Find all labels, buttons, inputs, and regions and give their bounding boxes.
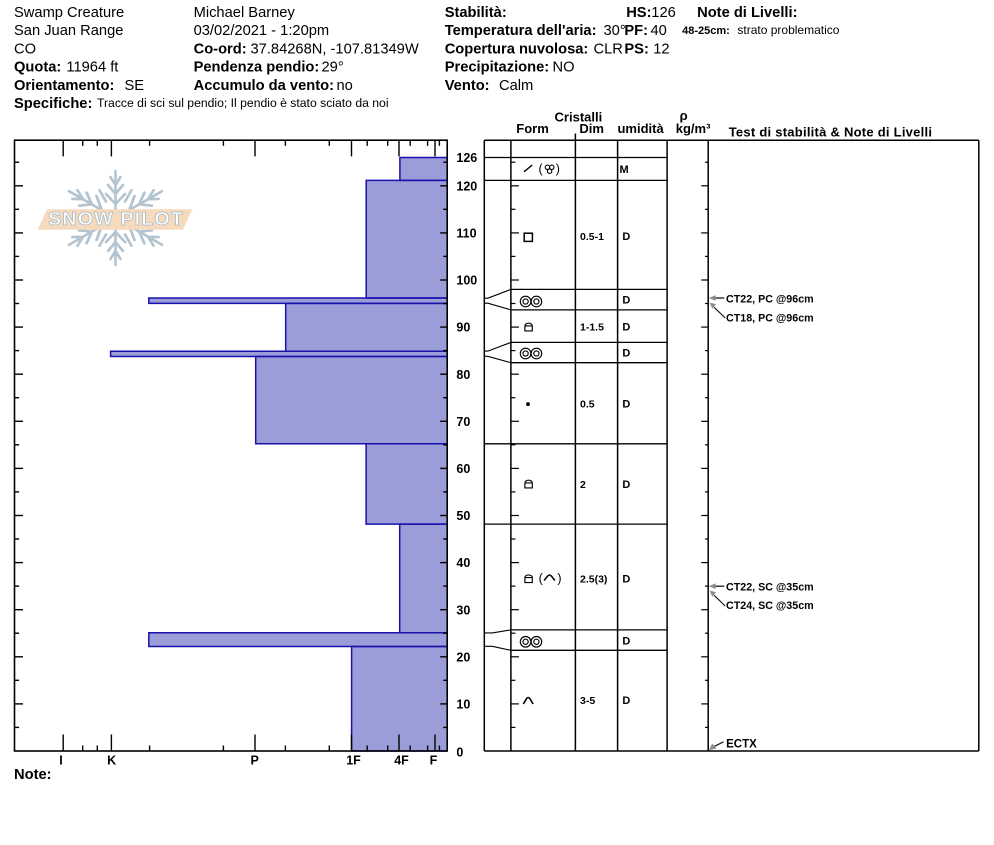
- svg-text:Swamp Creature: Swamp Creature: [14, 5, 124, 21]
- svg-text:Note:: Note:: [14, 767, 52, 783]
- svg-text:1-1.5: 1-1.5: [580, 322, 604, 334]
- svg-text:0.5-1: 0.5-1: [580, 231, 604, 243]
- svg-text:70: 70: [456, 415, 470, 429]
- svg-text:12: 12: [653, 41, 669, 57]
- svg-text:Pendenza pendio:: Pendenza pendio:: [194, 60, 320, 76]
- svg-text:30°: 30°: [604, 23, 626, 39]
- svg-text:Specifiche:: Specifiche:: [14, 96, 92, 112]
- svg-text:Co-ord:: Co-ord:: [194, 41, 247, 57]
- svg-text:30: 30: [456, 603, 470, 617]
- svg-text:I: I: [59, 753, 62, 767]
- svg-text:Michael Barney: Michael Barney: [194, 5, 296, 21]
- svg-text:Calm: Calm: [499, 78, 533, 94]
- svg-text:CT18, PC @96cm: CT18, PC @96cm: [726, 313, 814, 325]
- svg-text:0: 0: [456, 745, 463, 759]
- svg-text:ρ: ρ: [680, 108, 688, 123]
- svg-text:3-5: 3-5: [580, 695, 595, 707]
- svg-text:120: 120: [456, 179, 477, 193]
- svg-text:Cristalli: Cristalli: [555, 109, 603, 124]
- svg-text:110: 110: [456, 226, 476, 240]
- svg-text:kg/m³: kg/m³: [676, 121, 711, 136]
- svg-text:2.5(3): 2.5(3): [580, 573, 607, 585]
- svg-text:Accumulo da vento:: Accumulo da vento:: [194, 78, 334, 94]
- svg-text:D: D: [622, 231, 630, 243]
- svg-text:40: 40: [456, 556, 470, 570]
- svg-text:126: 126: [651, 5, 676, 21]
- svg-text:HS:: HS:: [626, 5, 651, 21]
- svg-text:0.5: 0.5: [580, 399, 595, 411]
- svg-text:PF:: PF:: [624, 23, 648, 39]
- svg-text:(: (: [539, 572, 544, 586]
- svg-text:umidità: umidità: [617, 121, 664, 136]
- svg-text:CLR: CLR: [594, 41, 623, 57]
- svg-text:10: 10: [456, 697, 470, 711]
- svg-text:1F: 1F: [346, 753, 361, 767]
- svg-text:4F: 4F: [394, 753, 409, 767]
- svg-text:San Juan Range: San Juan Range: [14, 23, 123, 39]
- svg-text:Temperatura dell'aria:: Temperatura dell'aria:: [445, 23, 597, 39]
- svg-text:F: F: [430, 753, 438, 767]
- svg-text:SE: SE: [125, 78, 145, 94]
- svg-text:37.84268N, -107.81349W: 37.84268N, -107.81349W: [251, 41, 419, 57]
- svg-text:strato problematico: strato problematico: [737, 23, 839, 37]
- svg-text:D: D: [622, 399, 630, 411]
- svg-text:): ): [556, 162, 560, 176]
- svg-text:Test di stabilità & Note di Li: Test di stabilità & Note di Livelli: [729, 125, 933, 140]
- svg-text:D: D: [622, 573, 630, 585]
- svg-text:CT22, PC @96cm: CT22, PC @96cm: [726, 294, 814, 306]
- svg-text:P: P: [251, 753, 259, 767]
- svg-text:Orientamento:: Orientamento:: [14, 78, 114, 94]
- svg-text:Dim: Dim: [579, 121, 604, 136]
- svg-text:ECTX: ECTX: [726, 738, 757, 750]
- svg-text:NO: NO: [553, 60, 575, 76]
- svg-text:Precipitazione:: Precipitazione:: [445, 60, 549, 76]
- svg-text:PS:: PS:: [624, 41, 648, 57]
- svg-text:80: 80: [456, 368, 470, 382]
- svg-text:Quota:: Quota:: [14, 60, 61, 76]
- svg-text:90: 90: [456, 321, 470, 335]
- svg-text:no: no: [337, 78, 353, 94]
- svg-text:11964 ft: 11964 ft: [66, 60, 118, 76]
- svg-text:Tracce di sci sul pendio; Il: Tracce di sci sul pendio; Il pendio è st…: [97, 96, 389, 110]
- svg-text:CO: CO: [14, 41, 36, 57]
- svg-text:29°: 29°: [322, 60, 344, 76]
- svg-text:100: 100: [456, 274, 477, 288]
- svg-text:60: 60: [456, 462, 470, 476]
- svg-text:40: 40: [651, 23, 667, 39]
- svg-text:M: M: [620, 164, 629, 176]
- svg-text:126: 126: [456, 151, 477, 165]
- svg-text:Vento:: Vento:: [445, 78, 490, 94]
- svg-text:2: 2: [580, 479, 586, 491]
- svg-text:20: 20: [456, 650, 470, 664]
- svg-text:Form: Form: [516, 121, 549, 136]
- svg-text:Note di Livelli:: Note di Livelli:: [697, 5, 797, 21]
- svg-text:SNOW PILOT: SNOW PILOT: [48, 209, 184, 229]
- svg-text:48-25cm:: 48-25cm:: [682, 25, 730, 37]
- svg-text:D: D: [622, 695, 630, 707]
- svg-text:): ): [557, 572, 561, 586]
- svg-text:D: D: [622, 322, 630, 334]
- svg-text:D: D: [622, 635, 630, 647]
- svg-text:CT22, SC @35cm: CT22, SC @35cm: [726, 582, 814, 594]
- svg-text:(: (: [539, 162, 544, 176]
- svg-text:50: 50: [456, 509, 470, 523]
- svg-text:CT24, SC @35cm: CT24, SC @35cm: [726, 600, 814, 612]
- svg-text:D: D: [622, 479, 630, 491]
- svg-text:03/02/2021 - 1:20pm: 03/02/2021 - 1:20pm: [194, 23, 330, 39]
- svg-text:D: D: [622, 295, 630, 307]
- svg-text:D: D: [622, 348, 630, 360]
- svg-text:Copertura nuvolosa:: Copertura nuvolosa:: [445, 41, 589, 57]
- svg-text:K: K: [107, 753, 116, 767]
- svg-text:Stabilità:: Stabilità:: [445, 5, 507, 21]
